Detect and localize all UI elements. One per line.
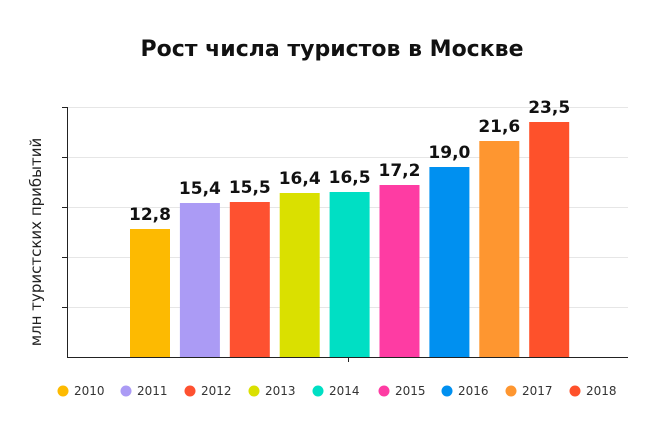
legend-label-2015: 2015: [395, 384, 426, 398]
legend-marker-2018: [569, 385, 581, 397]
data-labels: 12,8 15,4 15,5 16,4 16,5 17,2 19,0 21,6 23,5: [129, 98, 570, 225]
bar-2015: [379, 185, 420, 357]
data-label-2016: 19,0: [428, 143, 470, 163]
legend-marker-2011: [120, 385, 132, 397]
axes: [62, 107, 628, 362]
legend-marker-2014: [312, 385, 324, 397]
legend-label-2013: 2013: [265, 384, 296, 398]
bar-2010: [130, 229, 170, 357]
legend-marker-2016: [441, 385, 453, 397]
data-label-2014: 16,5: [329, 168, 371, 188]
data-label-2015: 17,2: [379, 161, 421, 181]
bars: [130, 122, 570, 357]
legend-label-2018: 2018: [586, 384, 617, 398]
legend-marker-2013: [248, 385, 260, 397]
legend-marker-2012: [184, 385, 196, 397]
bar-2012: [229, 202, 270, 357]
legend-label-2014: 2014: [329, 384, 360, 398]
legend-marker-2015: [378, 385, 390, 397]
legend: 2010 2011 2012 2013 2014 2015 2016 2017 2018: [57, 384, 617, 398]
data-label-2018: 23,5: [528, 98, 570, 118]
bar-2016: [429, 167, 470, 357]
data-label-2012: 15,5: [229, 178, 271, 198]
data-label-2010: 12,8: [129, 205, 171, 225]
data-label-2011: 15,4: [179, 179, 221, 199]
bar-2018: [529, 122, 570, 357]
y-axis-label: млн туристских прибытий: [27, 138, 45, 346]
legend-label-2010: 2010: [74, 384, 105, 398]
bar-2011: [179, 203, 220, 357]
legend-marker-2010: [57, 385, 69, 397]
legend-marker-2017: [505, 385, 517, 397]
bar-2014: [329, 192, 370, 357]
legend-label-2016: 2016: [458, 384, 489, 398]
legend-label-2017: 2017: [522, 384, 553, 398]
bar-2017: [479, 141, 520, 357]
data-label-2017: 21,6: [478, 117, 520, 137]
data-label-2013: 16,4: [279, 169, 321, 189]
chart-title: Рост числа туристов в Москве: [140, 37, 523, 62]
bar-2013: [279, 193, 320, 357]
legend-label-2011: 2011: [137, 384, 168, 398]
legend-label-2012: 2012: [201, 384, 232, 398]
